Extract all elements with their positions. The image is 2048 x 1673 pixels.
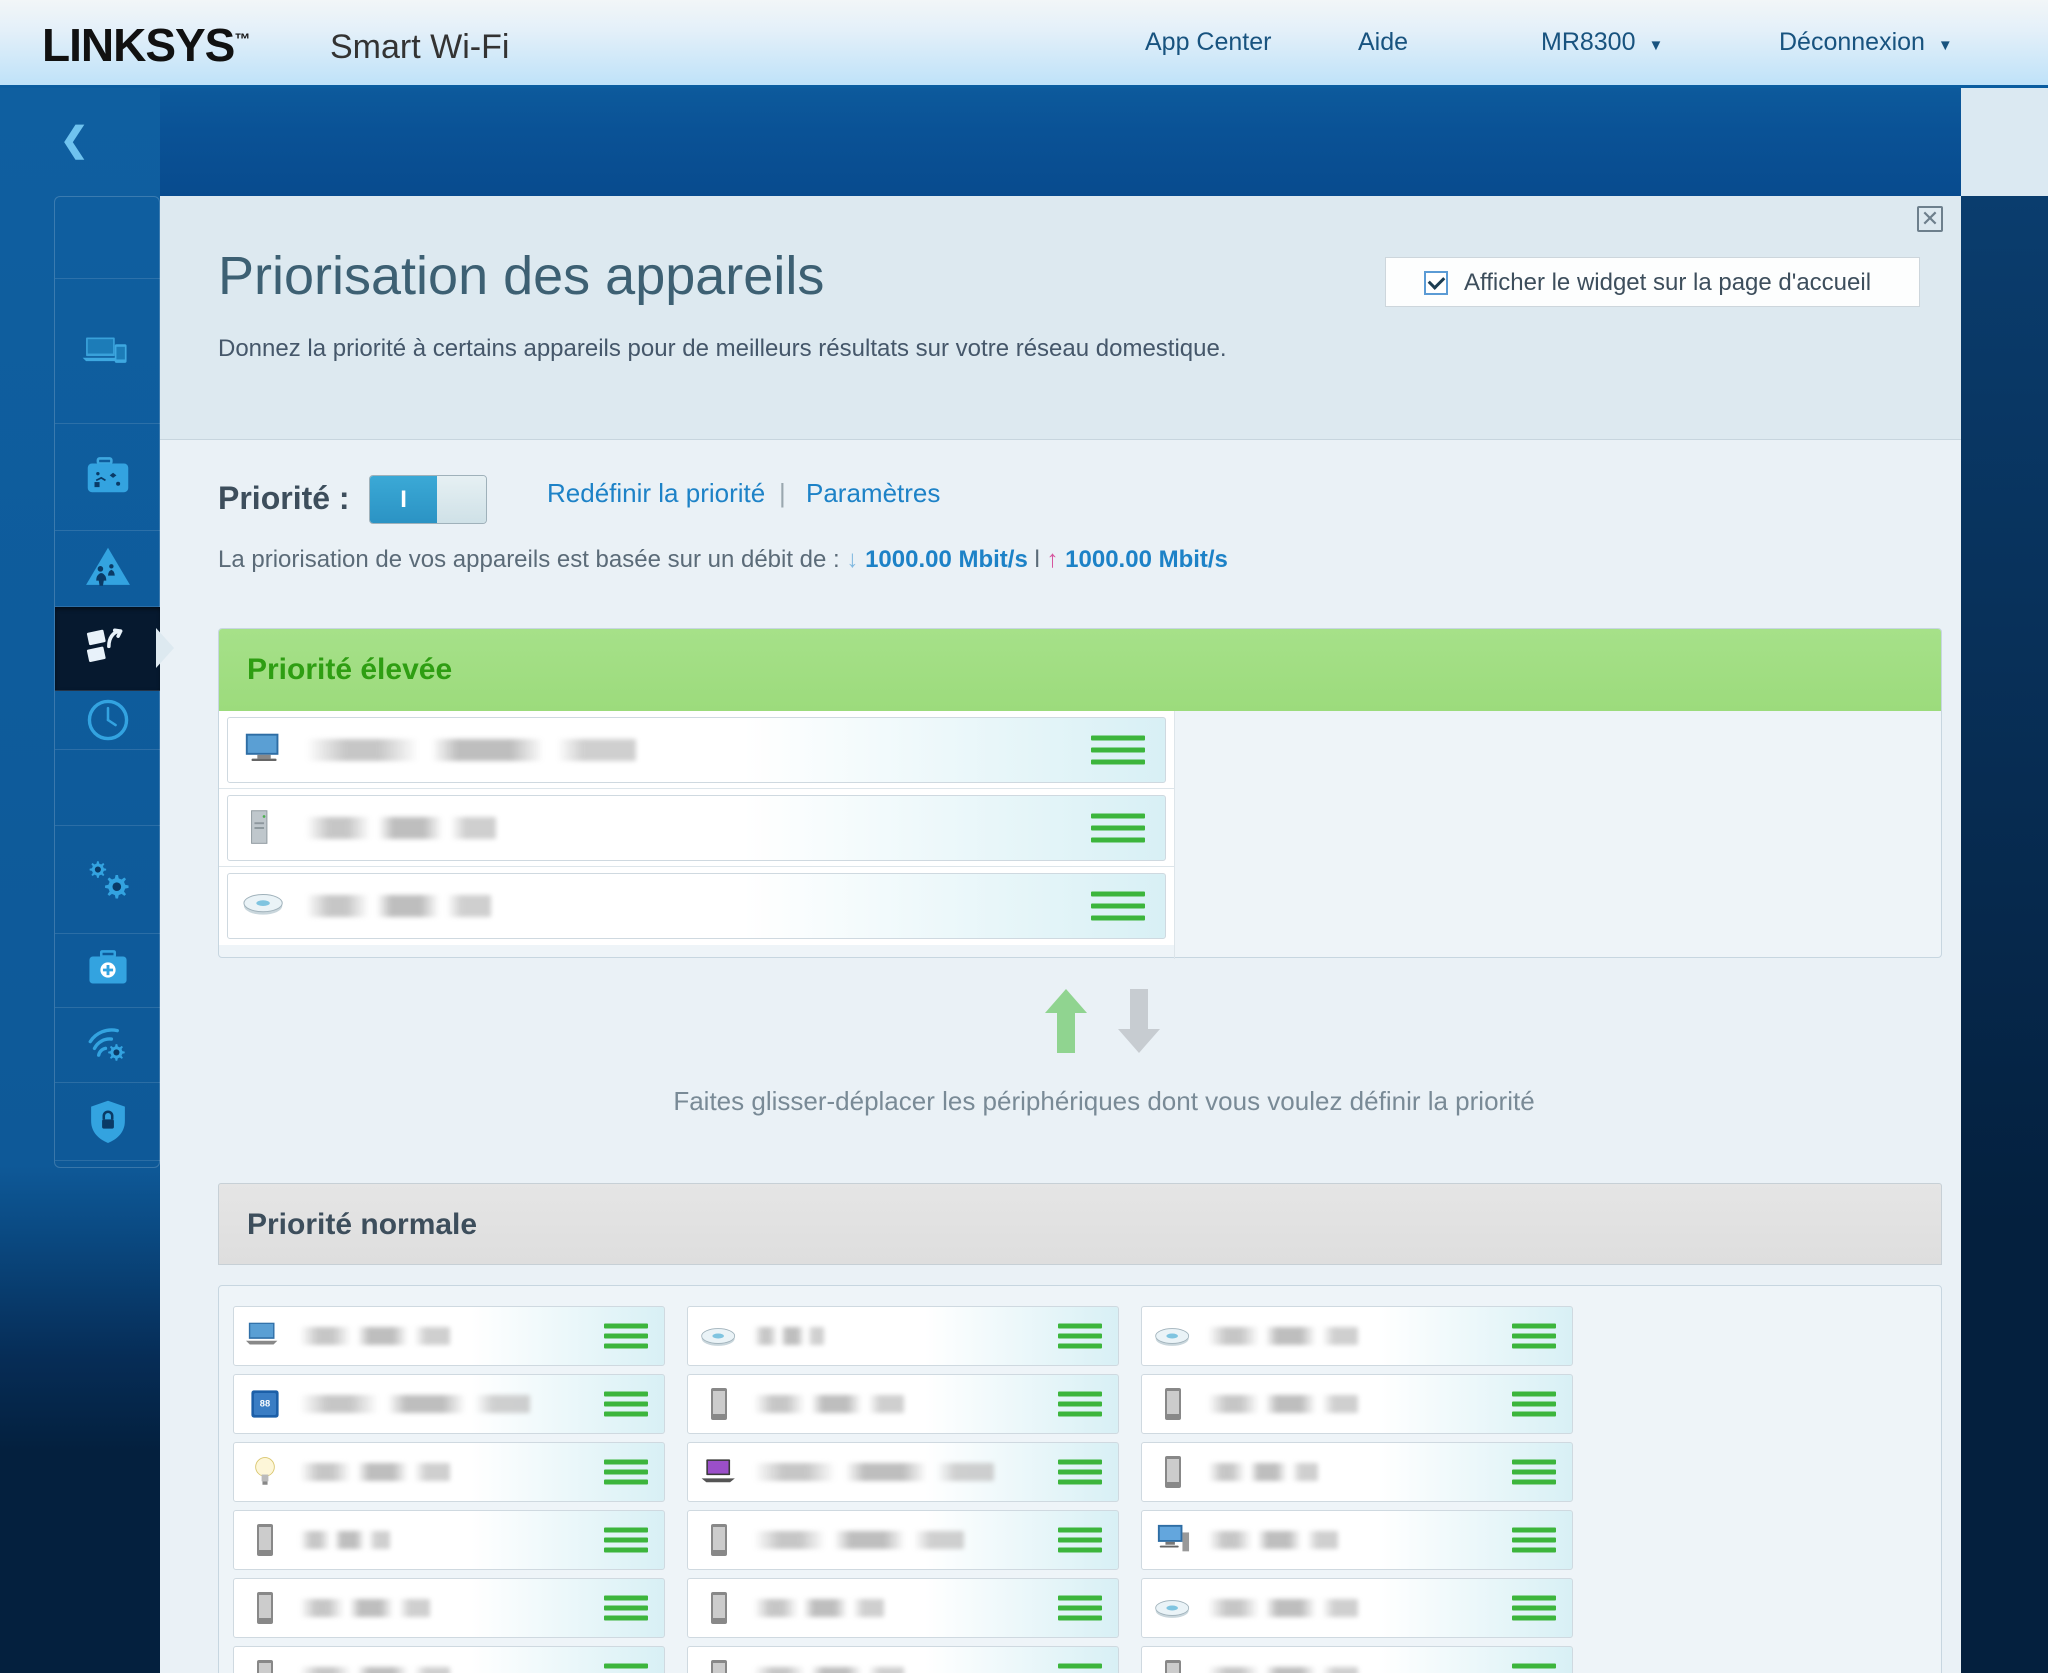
svg-text:88: 88 bbox=[260, 1399, 270, 1409]
